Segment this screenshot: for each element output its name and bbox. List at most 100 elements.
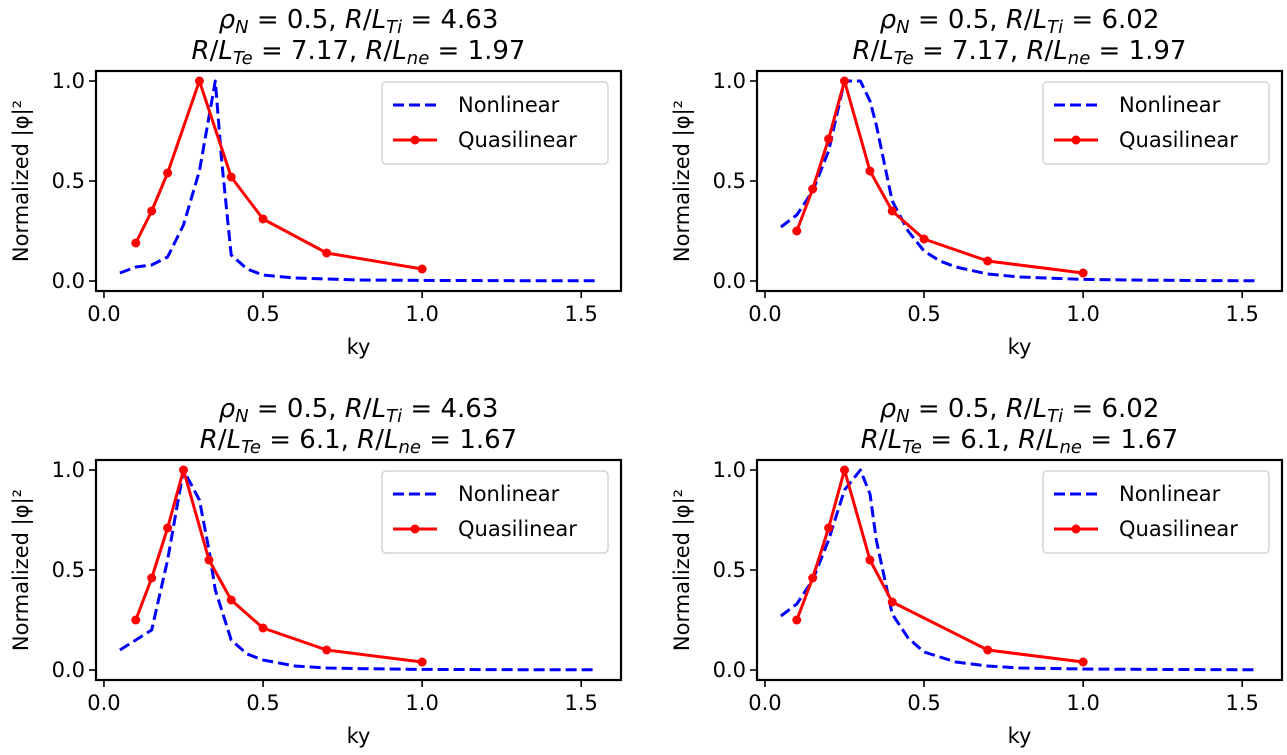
title-segment: / <box>1024 5 1033 35</box>
legend-label-quasilinear: Quasilinear <box>458 517 577 541</box>
chart-title-line-2: R/LTe = 6.1, R/Lne = 1.67 <box>861 425 1178 458</box>
legend-box <box>1042 81 1270 165</box>
data-point-quasilinear <box>840 76 849 86</box>
title-segment: R <box>345 394 363 424</box>
title-subscript: ne <box>1060 437 1082 458</box>
chart-title-line-2: R/LTe = 7.17, R/Lne = 1.97 <box>853 36 1187 69</box>
title-segment: ρ <box>880 394 897 424</box>
series-line-quasilinear <box>134 79 423 271</box>
data-point-quasilinear <box>163 168 173 178</box>
title-subscript: Ti <box>1047 17 1063 38</box>
series-line-nonlinear <box>119 468 598 672</box>
title-segment: / <box>375 425 384 455</box>
title-subscript: N <box>235 17 248 38</box>
title-segment: = 6.02 <box>1063 5 1159 35</box>
chart-title-line-1: ρN = 0.5, R/LTi = 6.02 <box>880 5 1160 38</box>
chart-title-line-2: R/LTe = 6.1, R/Lne = 1.67 <box>200 425 517 458</box>
title-segment: / <box>871 36 880 66</box>
title-segment: / <box>384 36 393 66</box>
data-point-quasilinear <box>865 166 875 176</box>
title-segment: L <box>1045 425 1060 455</box>
title-subscript: N <box>235 406 248 427</box>
title-segment: R <box>365 36 383 66</box>
data-point-quasilinear <box>226 172 236 182</box>
legend-label-nonlinear: Nonlinear <box>458 482 560 506</box>
data-point-quasilinear <box>792 226 802 236</box>
title-segment: ρ <box>219 394 236 424</box>
plot-area <box>119 76 598 283</box>
x-tick-label: 0.0 <box>87 691 120 715</box>
legend-box <box>381 81 609 165</box>
title-segment: / <box>363 5 372 35</box>
title-subscript: ne <box>399 437 421 458</box>
x-axis-label: ky <box>347 724 371 748</box>
x-tick-label: 1.0 <box>405 302 438 326</box>
y-axis-label: Normalized |φ|² <box>670 100 695 262</box>
data-point-quasilinear <box>865 555 875 565</box>
title-segment: = 4.63 <box>402 5 498 35</box>
title-segment: R <box>357 425 375 455</box>
title-segment: R <box>192 36 210 66</box>
y-tick-label: 1.0 <box>713 69 746 93</box>
data-point-quasilinear <box>824 523 834 533</box>
data-point-quasilinear <box>147 573 157 583</box>
data-point-quasilinear <box>840 465 849 475</box>
title-segment: L <box>879 36 894 66</box>
data-point-quasilinear <box>322 645 332 655</box>
legend-marker-quasilinear <box>410 135 420 145</box>
title-segment: L <box>392 36 407 66</box>
title-segment: = 1.97 <box>429 36 525 66</box>
y-tick-label: 1.0 <box>52 458 85 482</box>
title-segment: R <box>200 425 218 455</box>
y-axis-label: Normalized |φ|² <box>9 489 34 651</box>
title-subscript: Te <box>894 48 914 69</box>
axes-frame <box>94 69 623 293</box>
y-tick-label: 0.0 <box>713 269 746 293</box>
series-line-nonlinear <box>779 468 1259 672</box>
data-point-quasilinear <box>919 234 929 244</box>
title-segment: = 0.5, <box>910 5 1006 35</box>
subplot-1: ρN = 0.5, R/LTi = 4.63R/LTe = 7.17, R/Ln… <box>9 5 623 359</box>
title-subscript: Ti <box>386 17 402 38</box>
title-subscript: Te <box>902 437 922 458</box>
legend: Nonlinear Quasilinear <box>1042 470 1270 554</box>
legend-box <box>1042 470 1270 554</box>
title-segment: L <box>1033 394 1048 424</box>
data-point-quasilinear <box>179 465 188 475</box>
legend-label-quasilinear: Quasilinear <box>1119 517 1238 541</box>
axes-frame <box>755 69 1284 293</box>
title-segment: L <box>1053 36 1068 66</box>
axes-frame <box>755 458 1284 682</box>
data-point-quasilinear <box>163 523 173 533</box>
x-tick-label: 1.5 <box>565 302 598 326</box>
data-point-quasilinear <box>226 595 236 605</box>
title-subscript: ne <box>407 48 429 69</box>
title-segment: / <box>210 36 219 66</box>
data-point-quasilinear <box>808 184 818 194</box>
legend-label-nonlinear: Nonlinear <box>458 93 560 117</box>
data-point-quasilinear <box>131 238 141 248</box>
title-segment: / <box>363 394 372 424</box>
title-segment: R <box>861 425 879 455</box>
y-tick-label: 0.5 <box>713 558 746 582</box>
title-subscript: ne <box>1068 48 1090 69</box>
legend-label-quasilinear: Quasilinear <box>458 128 577 152</box>
data-point-quasilinear <box>1078 657 1088 667</box>
title-segment: L <box>227 425 242 455</box>
title-segment: = 6.1, <box>922 425 1018 455</box>
title-segment: = 0.5, <box>910 394 1006 424</box>
data-point-quasilinear <box>792 615 802 625</box>
subplot-4: ρN = 0.5, R/LTi = 6.02R/LTe = 6.1, R/Lne… <box>670 394 1284 748</box>
title-segment: / <box>218 425 227 455</box>
x-tick-label: 0.5 <box>907 302 940 326</box>
x-tick-label: 0.0 <box>748 302 781 326</box>
legend-marker-quasilinear <box>1071 524 1081 534</box>
title-subscript: N <box>896 17 909 38</box>
y-tick-label: 1.0 <box>52 69 85 93</box>
data-point-quasilinear <box>258 623 268 633</box>
chart-title-line-2: R/LTe = 7.17, R/Lne = 1.97 <box>192 36 526 69</box>
series-line-nonlinear <box>779 79 1259 283</box>
x-tick-label: 0.0 <box>87 302 120 326</box>
legend-label-quasilinear: Quasilinear <box>1119 128 1238 152</box>
